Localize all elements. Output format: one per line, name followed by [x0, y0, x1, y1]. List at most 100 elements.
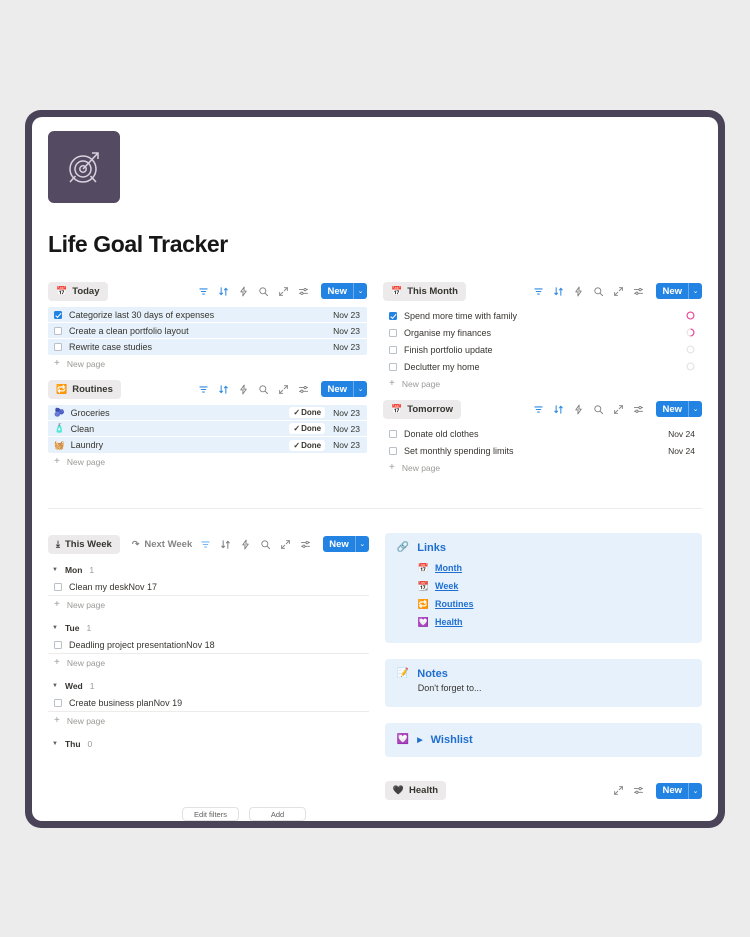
tab-next-week[interactable]: ↷ Next Week: [124, 535, 200, 554]
tab-today[interactable]: 📅 Today: [48, 281, 108, 301]
lightning-icon[interactable]: [573, 286, 584, 297]
chevron-down-icon[interactable]: ⌄: [354, 536, 369, 552]
new-button[interactable]: New ⌄: [321, 283, 367, 299]
expand-icon[interactable]: [613, 785, 624, 796]
filter-icon[interactable]: [533, 286, 544, 297]
row-checkbox[interactable]: [54, 326, 62, 335]
new-button[interactable]: New ⌄: [323, 536, 369, 552]
triangle-down-icon[interactable]: ▼: [52, 741, 58, 747]
new-button[interactable]: New ⌄: [656, 401, 702, 417]
new-button[interactable]: New ⌄: [656, 283, 702, 299]
search-icon[interactable]: [593, 404, 604, 415]
link-item-month[interactable]: 📅 Month: [418, 559, 690, 577]
triangle-right-icon[interactable]: ▶: [417, 737, 423, 744]
sliders-icon[interactable]: [633, 404, 644, 415]
expand-icon[interactable]: [613, 286, 624, 297]
new-page-button[interactable]: + New page: [48, 453, 367, 470]
table-row[interactable]: Deadling project presentation Nov 18: [48, 637, 369, 654]
triangle-down-icon[interactable]: ▼: [52, 683, 58, 689]
new-page-button[interactable]: + New page: [48, 654, 369, 671]
chevron-down-icon[interactable]: ⌄: [688, 401, 702, 417]
row-checkbox[interactable]: [54, 641, 62, 649]
row-checkbox[interactable]: [389, 311, 397, 320]
wishlist-title[interactable]: 💟 ▶ Wishlist: [397, 734, 690, 746]
table-row[interactable]: 🧺 Laundry ✓ Done Nov 23: [48, 437, 367, 453]
tab-routines[interactable]: 🔁 Routines: [48, 379, 121, 399]
sort-icon[interactable]: [553, 404, 564, 415]
table-row[interactable]: Spend more time with family: [383, 307, 702, 324]
row-checkbox[interactable]: [389, 362, 397, 371]
table-row[interactable]: Donate old clothes Nov 24: [383, 425, 702, 442]
expand-icon[interactable]: [613, 404, 624, 415]
group-header-thu[interactable]: ▼ Thu 0: [48, 735, 369, 753]
table-row[interactable]: Categorize last 30 days of expenses Nov …: [48, 307, 367, 323]
new-page-button[interactable]: + New page: [48, 355, 367, 372]
edit-filters-button[interactable]: Edit filters: [182, 807, 239, 821]
search-icon[interactable]: [258, 286, 269, 297]
search-icon[interactable]: [260, 539, 271, 550]
link-item-routines[interactable]: 🔁 Routines: [418, 595, 690, 613]
chevron-down-icon[interactable]: ⌄: [688, 283, 702, 299]
chevron-down-icon[interactable]: ⌄: [353, 283, 367, 299]
triangle-down-icon[interactable]: ▼: [52, 567, 58, 573]
group-header-tue[interactable]: ▼ Tue 1: [48, 619, 369, 637]
table-row[interactable]: 🫐 Groceries ✓ Done Nov 23: [48, 405, 367, 421]
new-page-button[interactable]: + New page: [48, 712, 369, 729]
group-header-wed[interactable]: ▼ Wed 1: [48, 677, 369, 695]
row-checkbox[interactable]: [54, 310, 62, 319]
sliders-icon[interactable]: [300, 539, 311, 550]
table-row[interactable]: Finish portfolio update: [383, 341, 702, 358]
wishlist-callout[interactable]: 💟 ▶ Wishlist: [384, 723, 702, 757]
row-checkbox[interactable]: [54, 343, 62, 351]
tab-this-week[interactable]: ⤓ This Week: [48, 534, 120, 554]
new-page-button[interactable]: + New page: [48, 596, 369, 613]
table-row[interactable]: 🧴 Clean ✓ Done Nov 23: [48, 421, 367, 437]
row-checkbox[interactable]: [389, 429, 397, 438]
triangle-down-icon[interactable]: ▼: [52, 625, 58, 631]
sort-icon[interactable]: [553, 286, 564, 297]
lightning-icon[interactable]: [573, 404, 584, 415]
row-checkbox[interactable]: [54, 699, 62, 707]
new-page-button[interactable]: + New page: [383, 375, 702, 392]
row-checkbox[interactable]: [389, 328, 397, 337]
search-icon[interactable]: [258, 384, 269, 395]
lightning-icon[interactable]: [238, 286, 249, 297]
row-checkbox[interactable]: [389, 345, 397, 354]
lightning-icon[interactable]: [238, 384, 249, 395]
sliders-icon[interactable]: [298, 384, 309, 395]
row-checkbox[interactable]: [54, 583, 62, 591]
filter-icon[interactable]: [533, 404, 544, 415]
sort-icon[interactable]: [218, 286, 229, 297]
link-item-week[interactable]: 📆 Week: [418, 577, 690, 595]
sliders-icon[interactable]: [298, 286, 309, 297]
new-button[interactable]: New ⌄: [656, 782, 702, 799]
expand-icon[interactable]: [280, 539, 291, 550]
add-button[interactable]: Add: [249, 807, 306, 821]
filter-icon[interactable]: [198, 384, 209, 395]
tab-health[interactable]: 🖤 Health: [384, 781, 447, 800]
sort-icon[interactable]: [220, 539, 231, 550]
new-page-button[interactable]: + New page: [383, 459, 702, 476]
tab-tomorrow[interactable]: 📅 Tomorrow: [383, 399, 461, 419]
sliders-icon[interactable]: [633, 286, 644, 297]
table-row[interactable]: Create a clean portfolio layout Nov 23: [48, 323, 367, 339]
table-row[interactable]: Declutter my home: [383, 358, 702, 375]
filter-icon[interactable]: [198, 286, 209, 297]
tab-this-month[interactable]: 📅 This Month: [383, 281, 466, 301]
link-item-health[interactable]: 💟 Health: [418, 613, 690, 631]
table-row[interactable]: Clean my desk Nov 17: [48, 579, 369, 596]
new-button[interactable]: New ⌄: [321, 381, 367, 397]
table-row[interactable]: Organise my finances: [383, 324, 702, 341]
expand-icon[interactable]: [278, 286, 289, 297]
group-header-mon[interactable]: ▼ Mon 1: [48, 561, 369, 579]
lightning-icon[interactable]: [240, 539, 251, 550]
expand-icon[interactable]: [278, 384, 289, 395]
sliders-icon[interactable]: [633, 785, 644, 796]
table-row[interactable]: Rewrite case studies Nov 23: [48, 339, 367, 355]
sort-icon[interactable]: [218, 384, 229, 395]
table-row[interactable]: Create business plan Nov 19: [48, 695, 369, 712]
chevron-down-icon[interactable]: ⌄: [688, 782, 702, 799]
filter-icon[interactable]: [200, 539, 211, 550]
chevron-down-icon[interactable]: ⌄: [353, 381, 367, 397]
search-icon[interactable]: [593, 286, 604, 297]
